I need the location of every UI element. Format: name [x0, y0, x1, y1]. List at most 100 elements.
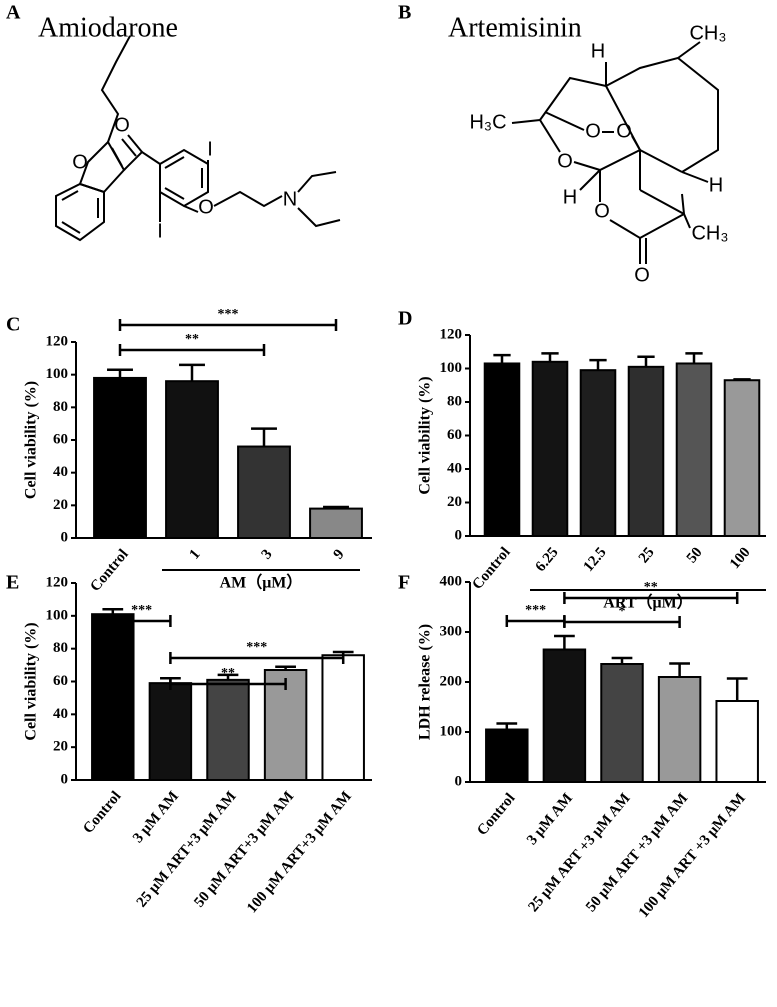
bar — [148, 682, 193, 781]
x-tick-label: 12.5 — [581, 544, 610, 574]
y-tick-label: 100 — [46, 366, 69, 382]
x-tick-label: 100 μM ART+3 μM AM — [244, 788, 355, 916]
error-bar — [733, 378, 751, 381]
atom-label: O — [594, 200, 610, 222]
x-tick-label: 3 μM AM — [524, 790, 576, 848]
y-tick-label: 60 — [53, 431, 68, 447]
x-tick-label: Control — [80, 788, 124, 836]
y-axis-label: Cell viability (%) — [23, 381, 40, 499]
x-tick-label: 1 — [187, 546, 204, 562]
x-tick-label: 9 — [331, 546, 348, 562]
significance-bracket — [111, 615, 172, 627]
bar — [206, 678, 250, 782]
panel-letter: F — [398, 572, 410, 594]
y-tick-label: 100 — [440, 723, 463, 739]
y-tick-label: 400 — [440, 573, 463, 589]
bar — [600, 663, 644, 783]
significance-label: *** — [131, 603, 152, 618]
atom-label: O — [634, 264, 650, 286]
x-tick-label: 6.25 — [533, 544, 562, 574]
significance-bracket — [118, 344, 266, 356]
bar — [675, 362, 713, 537]
error-bar — [669, 662, 690, 677]
error-bar — [637, 355, 655, 367]
bar — [542, 648, 587, 783]
y-tick-label: 20 — [447, 494, 462, 510]
error-bar — [726, 677, 748, 701]
error-bar — [496, 722, 518, 730]
x-tick-label: 25 — [636, 544, 658, 566]
error-bar — [217, 673, 239, 680]
atom-label: CH₃ — [689, 22, 726, 44]
error-bar — [541, 352, 559, 362]
y-tick-label: 120 — [46, 333, 69, 349]
x-tick-label: 3 — [259, 546, 276, 562]
atom-label: N — [283, 188, 297, 210]
structure-name: Amiodarone — [38, 12, 178, 43]
bar — [165, 380, 219, 540]
significance-label: ** — [644, 580, 658, 595]
error-bar — [179, 363, 205, 382]
panel-letter: E — [6, 572, 19, 594]
x-tick-label: 50 μM ART+3 μM AM — [191, 788, 297, 910]
atom-label: I — [207, 138, 213, 160]
y-tick-label: 0 — [455, 527, 463, 543]
error-bar — [589, 358, 607, 371]
y-tick-label: 120 — [440, 326, 463, 342]
x-tick-label: 25 μM ART+3 μM AM — [134, 788, 240, 910]
significance-bracket — [169, 678, 287, 690]
error-bar — [102, 608, 124, 615]
x-tick-label: 50 — [684, 544, 706, 566]
y-tick-label: 0 — [455, 773, 463, 789]
atom-label: H — [563, 186, 577, 208]
error-bar — [275, 665, 296, 671]
bar — [715, 700, 759, 783]
bar — [91, 613, 135, 781]
significance-bracket — [169, 652, 345, 664]
y-tick-label: 80 — [53, 640, 68, 656]
bar — [93, 376, 147, 539]
atom-label: O — [198, 196, 214, 218]
error-bar — [107, 368, 133, 378]
y-tick-label: 0 — [61, 771, 69, 787]
panel-letter: A — [6, 2, 21, 24]
atom-label: CH₃ — [691, 222, 728, 244]
atom-label: O — [557, 150, 573, 172]
structure-amiodarone — [55, 35, 341, 242]
significance-label: *** — [218, 307, 239, 322]
error-bar — [611, 656, 633, 664]
y-tick-label: 60 — [447, 427, 462, 443]
y-tick-label: 200 — [440, 673, 463, 689]
y-tick-label: 40 — [447, 460, 462, 476]
bar — [321, 654, 365, 782]
bar — [485, 728, 529, 783]
panel-letter: B — [398, 2, 411, 24]
y-tick-label: 100 — [440, 360, 463, 376]
y-tick-label: 60 — [53, 673, 68, 689]
y-tick-label: 20 — [53, 739, 68, 755]
panel-letter: D — [398, 308, 412, 330]
structure-name: Artemisinin — [448, 12, 582, 43]
y-axis-label: LDH release (%) — [417, 624, 434, 740]
error-bar — [323, 505, 349, 509]
atom-label: H₃C — [469, 111, 506, 133]
atom-label: O — [616, 120, 632, 142]
y-axis-label: Cell viability (%) — [23, 622, 40, 740]
atom-label: O — [114, 114, 130, 136]
significance-bracket — [118, 319, 338, 331]
y-tick-label: 20 — [53, 497, 68, 513]
error-bar — [554, 634, 575, 650]
x-tick-label: 100 μM ART +3 μM AM — [636, 790, 749, 920]
x-tick-label: Control — [469, 544, 513, 592]
bar — [531, 360, 569, 537]
y-tick-label: 80 — [53, 399, 68, 415]
bar — [723, 379, 761, 537]
y-axis-label: Cell viability (%) — [417, 376, 434, 494]
bar — [237, 445, 291, 539]
x-tick-label: 50 μM ART +3 μM AM — [583, 790, 691, 915]
x-tick-label: 25 μM ART +3 μM AM — [525, 790, 633, 915]
significance-label: *** — [525, 603, 546, 618]
bar — [309, 507, 363, 540]
atom-labels: H CH₃ H₃C O O O H O H CH₃ O — [469, 22, 728, 286]
